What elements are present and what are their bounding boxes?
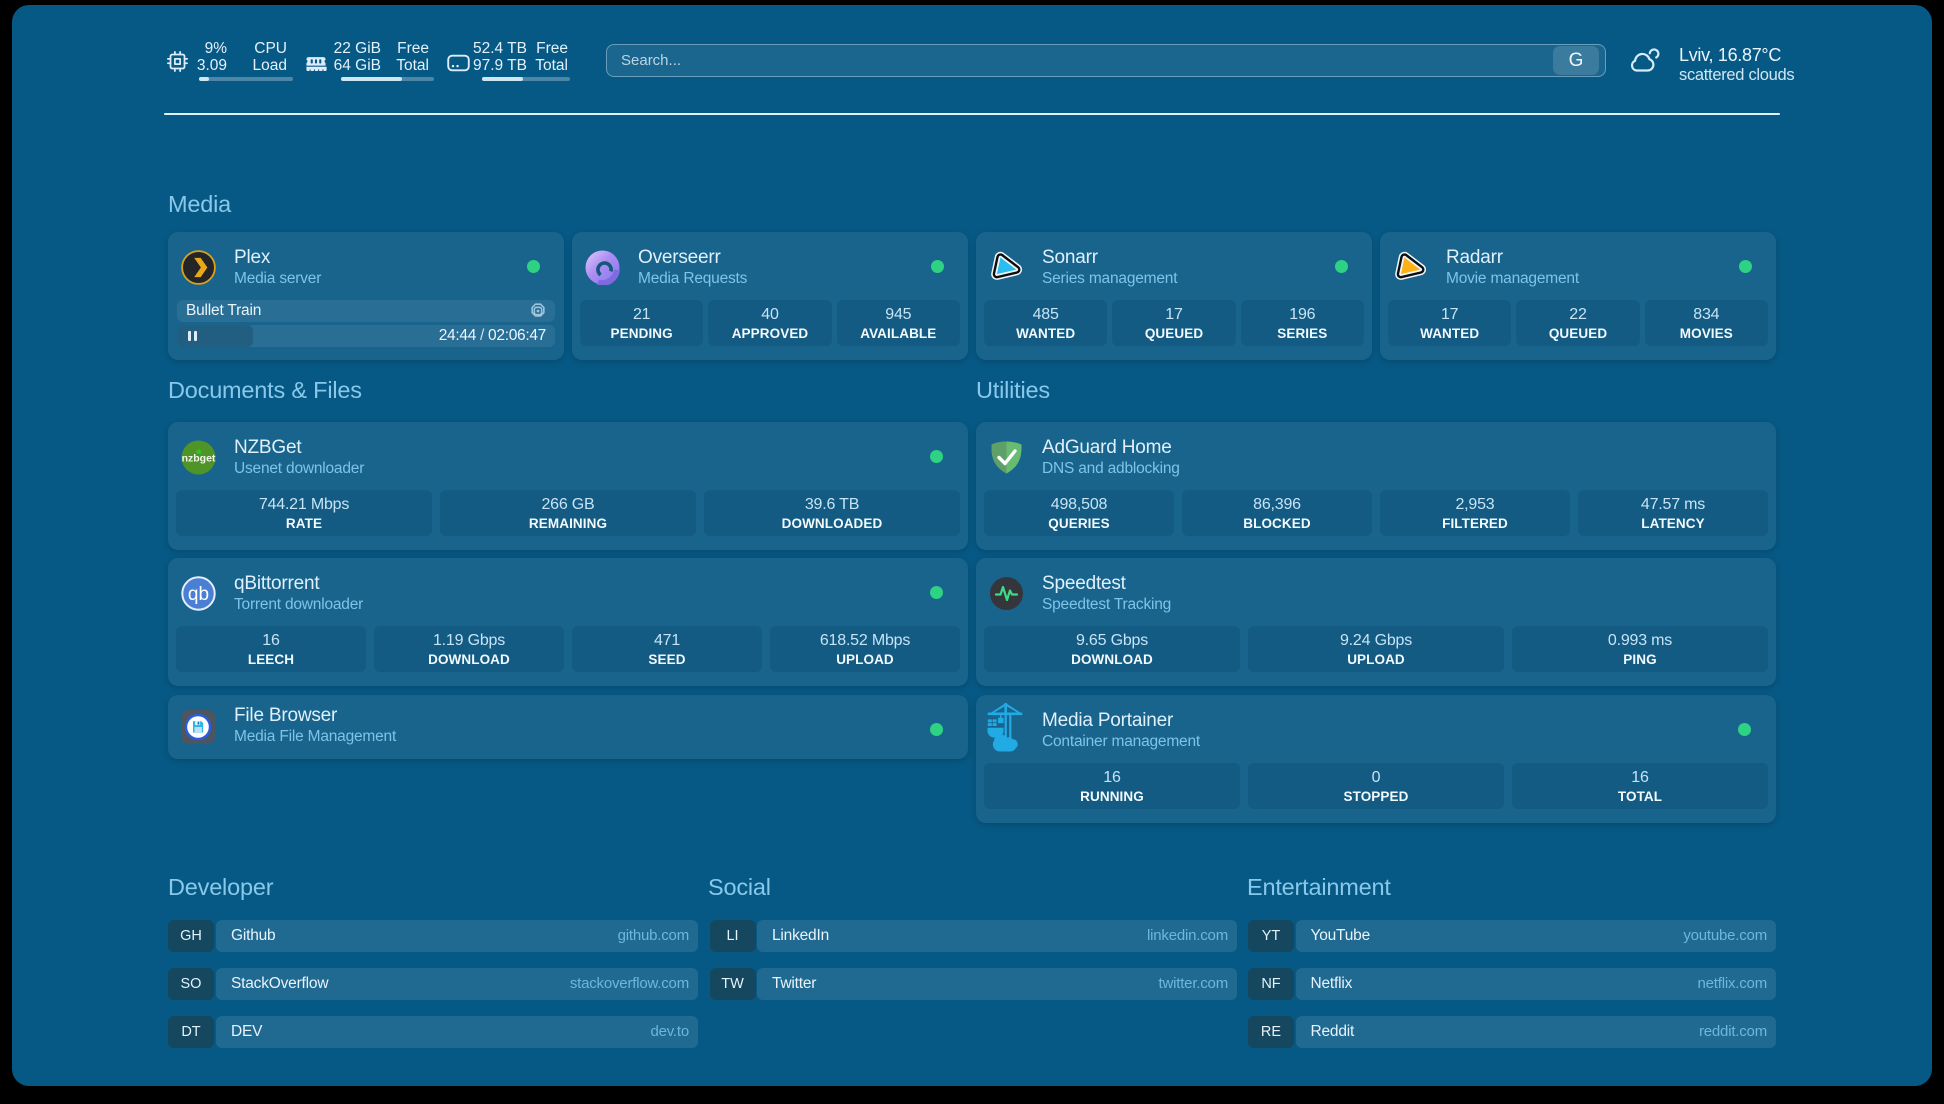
svg-text:qb: qb (188, 584, 209, 605)
svg-text:nzbget: nzbget (182, 452, 216, 464)
